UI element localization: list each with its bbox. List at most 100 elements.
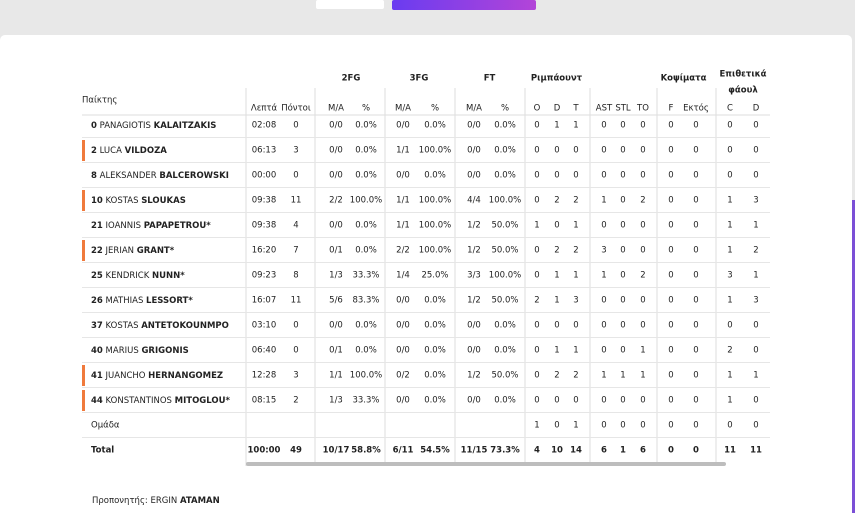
cell: 0/0 bbox=[329, 321, 343, 331]
cell: 4/4 bbox=[467, 196, 481, 206]
cell: 16:20 bbox=[252, 246, 277, 256]
cell: 0 bbox=[573, 171, 578, 181]
player-first: LUCA bbox=[100, 146, 122, 156]
cell: 100.0% bbox=[419, 146, 451, 156]
cell: 2 bbox=[640, 196, 645, 206]
cell: 3 bbox=[293, 146, 298, 156]
column-header: Λεπτά bbox=[251, 104, 278, 114]
cell: 0 bbox=[554, 221, 559, 231]
player-last: KALAITZAKIS bbox=[154, 121, 217, 131]
cell: 1 bbox=[640, 346, 645, 356]
cell: 100.0% bbox=[350, 196, 382, 206]
cell: 0 bbox=[640, 246, 645, 256]
column-header: % bbox=[362, 104, 370, 114]
cell: 100.0% bbox=[350, 371, 382, 381]
column-header: D bbox=[554, 104, 561, 114]
team-label: Ομάδα bbox=[91, 421, 120, 431]
cell: 6 bbox=[601, 446, 607, 456]
cell: 0 bbox=[534, 146, 539, 156]
cell: 1 bbox=[554, 121, 559, 131]
cell: 0/0 bbox=[467, 346, 481, 356]
cell: 2 bbox=[753, 246, 758, 256]
player-first: JUANCHO bbox=[105, 371, 146, 381]
column-header: M/A bbox=[466, 104, 482, 114]
player-last: LESSORT* bbox=[146, 296, 193, 306]
cell: 49 bbox=[290, 446, 302, 456]
cell: 0 bbox=[693, 246, 698, 256]
cell: 4 bbox=[293, 221, 298, 231]
player-last: MITOGLOU* bbox=[175, 396, 231, 406]
cell: 0 bbox=[293, 346, 298, 356]
player-last: ANTETOKOUNMPO bbox=[141, 321, 229, 331]
cell: 0.0% bbox=[424, 371, 446, 381]
cell: 100:00 bbox=[248, 446, 281, 456]
cell: 1 bbox=[554, 296, 559, 306]
player-last: PAPAPETROU* bbox=[144, 221, 212, 231]
cell: 0 bbox=[668, 421, 673, 431]
player-number: 44 bbox=[91, 396, 103, 406]
player-last: NUNN* bbox=[152, 271, 185, 281]
cell: 0 bbox=[668, 121, 673, 131]
cell: 3 bbox=[753, 196, 758, 206]
row-marker bbox=[82, 240, 85, 261]
cell: 1/1 bbox=[396, 221, 410, 231]
cell: 0 bbox=[727, 421, 732, 431]
cell: 0 bbox=[620, 146, 625, 156]
cell: 00:00 bbox=[252, 171, 277, 181]
cell: 0/0 bbox=[467, 396, 481, 406]
cell: 1/3 bbox=[329, 271, 343, 281]
cell: 1/1 bbox=[396, 146, 410, 156]
cell: 02:08 bbox=[252, 121, 277, 131]
scrollbar[interactable] bbox=[246, 462, 726, 466]
cell: 1 bbox=[727, 396, 732, 406]
cell: 10 bbox=[551, 446, 563, 456]
column-header: M/A bbox=[395, 104, 411, 114]
cell: 06:13 bbox=[252, 146, 277, 156]
player-last: SLOUKAS bbox=[141, 196, 186, 206]
cell: 0/2 bbox=[396, 371, 410, 381]
cell: 0 bbox=[620, 271, 625, 281]
cell: 0 bbox=[693, 221, 698, 231]
column-header: STL bbox=[615, 104, 631, 114]
cell: 1 bbox=[620, 446, 626, 456]
cell: 0 bbox=[534, 371, 539, 381]
cell: 0 bbox=[601, 146, 606, 156]
cell: 0.0% bbox=[355, 346, 377, 356]
cell: 100.0% bbox=[419, 221, 451, 231]
cell: 09:38 bbox=[252, 196, 277, 206]
cell: 1 bbox=[727, 246, 732, 256]
column-header: TO bbox=[636, 104, 649, 114]
cell: 2 bbox=[573, 246, 578, 256]
top-button-primary[interactable] bbox=[392, 0, 536, 10]
cell: 0 bbox=[693, 171, 698, 181]
cell: 3 bbox=[573, 296, 578, 306]
column-header: D bbox=[753, 104, 760, 114]
cell: 1 bbox=[727, 371, 732, 381]
player-first: IOANNIS bbox=[106, 221, 141, 231]
cell: 0 bbox=[693, 396, 698, 406]
cell: 1 bbox=[601, 271, 606, 281]
cell: 0 bbox=[601, 321, 606, 331]
cell: 1 bbox=[620, 371, 625, 381]
cell: 50.0% bbox=[491, 296, 518, 306]
player-number: 25 bbox=[91, 271, 103, 281]
cell: 0 bbox=[693, 446, 699, 456]
top-button[interactable] bbox=[316, 0, 384, 9]
cell: 2 bbox=[554, 246, 559, 256]
group-header: Ριμπάουντ bbox=[531, 74, 583, 84]
cell: 11 bbox=[750, 446, 762, 456]
cell: 0.0% bbox=[494, 346, 516, 356]
group-header: FT bbox=[484, 74, 496, 84]
cell: 1 bbox=[640, 371, 645, 381]
cell: 1/2 bbox=[467, 371, 481, 381]
player-first: JERIAN bbox=[105, 246, 134, 256]
row-marker bbox=[82, 190, 85, 211]
cell: 0.0% bbox=[355, 246, 377, 256]
cell: 0.0% bbox=[355, 221, 377, 231]
cell: 0 bbox=[293, 121, 298, 131]
cell: 0.0% bbox=[494, 146, 516, 156]
cell: 0/0 bbox=[329, 146, 343, 156]
cell: 2 bbox=[534, 296, 539, 306]
player-last: VILDOZA bbox=[125, 146, 168, 156]
